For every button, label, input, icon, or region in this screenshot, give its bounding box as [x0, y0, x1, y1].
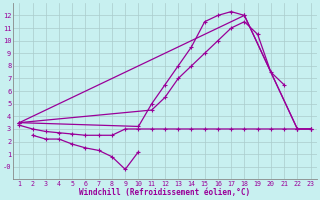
X-axis label: Windchill (Refroidissement éolien,°C): Windchill (Refroidissement éolien,°C)	[79, 188, 251, 197]
